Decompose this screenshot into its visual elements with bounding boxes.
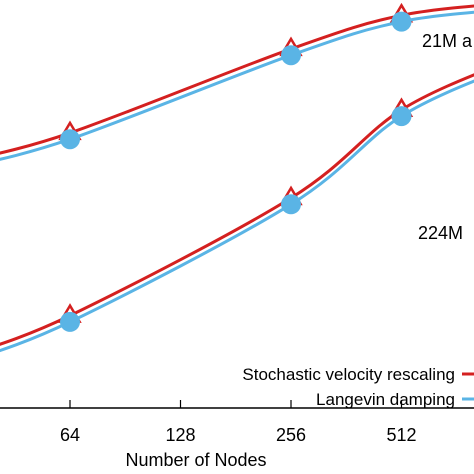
data-point-circle <box>60 311 80 332</box>
legend: Stochastic velocity rescaling Langevin da… <box>242 365 474 409</box>
legend-entry-label: Stochastic velocity rescaling <box>242 365 455 384</box>
data-point-circle <box>281 45 301 66</box>
x-axis-label: Number of Nodes <box>125 450 266 470</box>
series-layer <box>0 2 474 353</box>
annotation-label: 21M a <box>422 31 473 51</box>
series-line <box>0 4 474 155</box>
x-tick-label: 64 <box>60 425 80 445</box>
x-tick-label: 256 <box>276 425 306 445</box>
x-tick-label: 128 <box>165 425 195 445</box>
series-21M-langevin <box>0 10 474 161</box>
series-line <box>0 10 474 161</box>
x-ticks: 64 128 256 512 <box>60 400 417 445</box>
data-point-circle <box>281 194 301 215</box>
legend-entry-label: Langevin damping <box>316 390 455 409</box>
x-tick-label: 512 <box>386 425 416 445</box>
annotations: 21M a 224M <box>418 31 473 243</box>
data-point-circle <box>391 106 412 127</box>
data-point-circle <box>60 129 80 150</box>
series-224M-langevin <box>0 79 474 353</box>
annotation-label: 224M <box>418 223 463 243</box>
data-point-circle <box>391 11 412 32</box>
